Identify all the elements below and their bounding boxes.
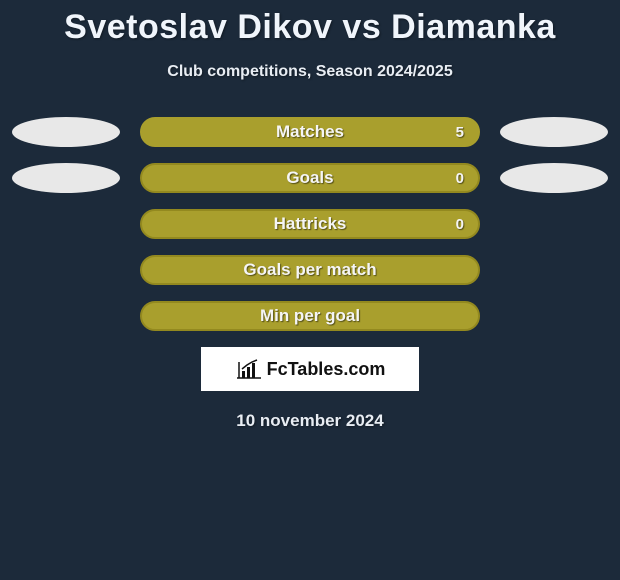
stat-label: Hattricks: [274, 214, 347, 234]
stat-pill: Min per goal: [140, 301, 480, 331]
stat-value: 0: [456, 170, 464, 187]
branding-text: FcTables.com: [267, 359, 386, 380]
stat-label: Goals: [286, 168, 333, 188]
subtitle: Club competitions, Season 2024/2025: [0, 63, 620, 81]
stat-rows: Matches 5 Goals 0 Hattricks 0 Goals per match M…: [0, 117, 620, 331]
date-line: 10 november 2024: [0, 411, 620, 431]
stat-pill: Goals 0: [140, 163, 480, 193]
stat-row: Goals 0: [0, 163, 620, 193]
stat-pill: Hattricks 0: [140, 209, 480, 239]
branding-box: FcTables.com: [201, 347, 419, 391]
branding-logo-icon: [235, 358, 263, 380]
left-ellipse: [12, 117, 120, 147]
stat-label: Goals per match: [243, 260, 376, 280]
stat-row: Matches 5: [0, 117, 620, 147]
page-title: Svetoslav Dikov vs Diamanka: [0, 0, 620, 47]
stat-row: Goals per match: [0, 255, 620, 285]
stat-row: Min per goal: [0, 301, 620, 331]
right-ellipse: [500, 163, 608, 193]
stat-row: Hattricks 0: [0, 209, 620, 239]
right-ellipse: [500, 117, 608, 147]
left-ellipse: [12, 163, 120, 193]
stat-value: 0: [456, 216, 464, 233]
stat-pill: Matches 5: [140, 117, 480, 147]
stat-value: 5: [456, 124, 464, 141]
stat-label: Matches: [276, 122, 344, 142]
stat-pill: Goals per match: [140, 255, 480, 285]
stat-label: Min per goal: [260, 306, 360, 326]
